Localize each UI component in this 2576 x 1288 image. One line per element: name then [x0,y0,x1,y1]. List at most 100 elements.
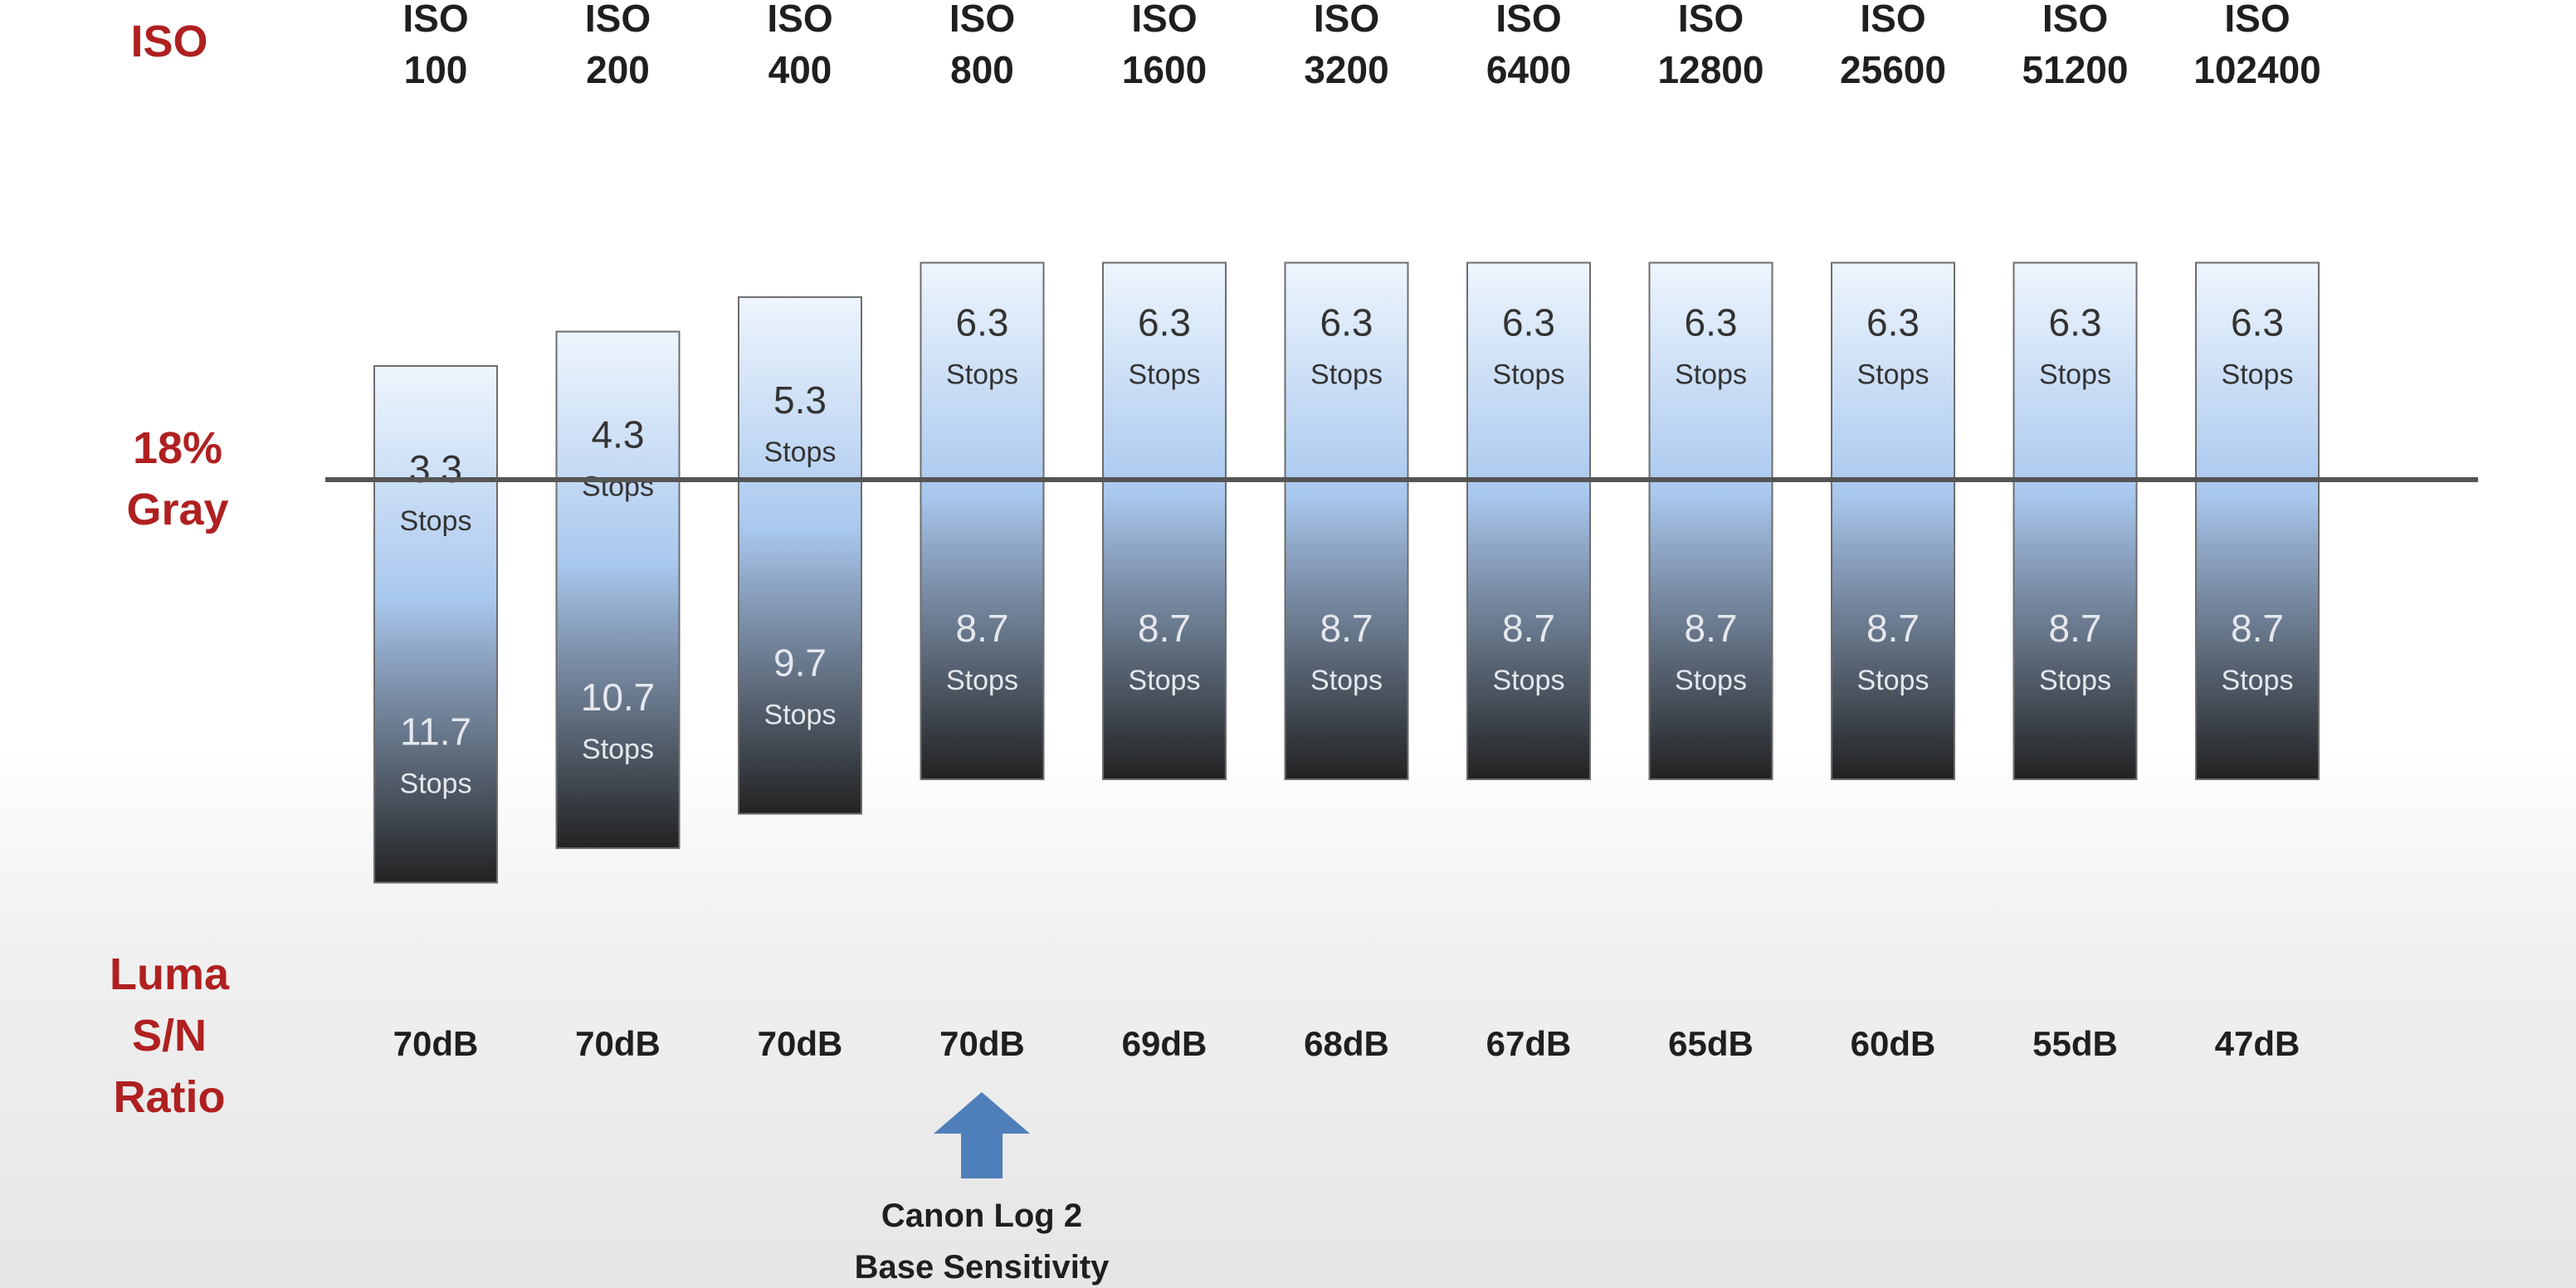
bar-iso-800 [920,261,1045,781]
stops-below-gray-value: 8.7 [956,607,1009,650]
stops-above-gray-value: 6.3 [1685,301,1738,344]
iso-header-value: 12800 [1658,48,1764,91]
iso-header-prefix: ISO [585,0,651,40]
stops-below-gray-value: 8.7 [1685,607,1738,650]
iso-header-prefix: ISO [1678,0,1744,40]
iso-header-value: 200 [586,48,650,91]
stops-below-gray-unit: Stops [2222,665,2294,696]
bar-iso-100 [373,365,498,884]
stops-below-gray-value: 8.7 [1866,607,1920,650]
stops-below-gray-value: 8.7 [1138,607,1191,650]
bar-iso-400 [738,296,862,815]
iso-header-prefix: ISO [402,0,468,40]
snr-value: 65dB [1668,1024,1754,1063]
stops-above-gray-unit: Stops [1493,359,1565,391]
bar-iso-3200 [1284,261,1409,781]
bar-iso-25600 [1831,261,1955,781]
iso-header-value: 102400 [2193,48,2321,91]
stops-below-gray-unit: Stops [1310,665,1383,696]
stops-above-gray-unit: Stops [582,471,654,503]
snr-label-line1: Luma [110,949,230,999]
stops-above-gray-value: 6.3 [1502,301,1555,344]
stops-above-gray-value: 6.3 [2231,301,2284,344]
stops-above-gray-unit: Stops [1857,359,1930,391]
snr-label-line3: Ratio [114,1072,226,1122]
iso-header-prefix: ISO [949,0,1015,40]
snr-value: 70dB [393,1024,479,1063]
stops-above-gray-unit: Stops [1129,359,1201,391]
bars-group: ISO 100 3.3 Stops 11.7 Stops 70dB ISO 200 4.3 Stop… [373,0,2321,1063]
bar-iso-200 [555,330,681,850]
up-arrow-icon [934,1092,1030,1178]
stops-above-gray-value: 6.3 [1320,301,1373,344]
stops-above-gray-unit: Stops [1675,359,1747,391]
stops-below-gray-value: 10.7 [581,676,656,719]
snr-value: 70dB [758,1024,843,1063]
annotation-group: Canon Log 2 Base Sensitivity [855,1092,1110,1286]
stops-above-gray-value: 3.3 [409,447,462,490]
iso-header-prefix: ISO [767,0,832,40]
stops-below-gray-value: 11.7 [400,710,471,754]
stops-below-gray-unit: Stops [1675,665,1747,696]
snr-value: 69dB [1122,1024,1208,1063]
stops-below-gray-unit: Stops [946,665,1018,696]
snr-value: 47dB [2215,1024,2300,1063]
iso-header-value: 3200 [1304,48,1388,91]
stops-above-gray-unit: Stops [2039,359,2111,391]
iso-header-prefix: ISO [1860,0,1925,40]
stops-below-gray-unit: Stops [2039,665,2111,696]
bar-iso-102400 [2195,261,2320,781]
snr-value: 55dB [2032,1024,2118,1063]
stops-above-gray-value: 4.3 [592,413,645,456]
iso-header-value: 800 [950,48,1014,91]
annotation-line2: Base Sensitivity [855,1249,1110,1286]
stops-below-gray-value: 9.7 [773,642,827,685]
snr-value: 70dB [575,1024,661,1063]
stops-below-gray-unit: Stops [764,700,837,731]
stops-above-gray-value: 6.3 [2049,301,2102,344]
stops-below-gray-value: 8.7 [2231,607,2284,650]
bar-iso-6400 [1466,261,1591,781]
iso-header-value: 400 [768,48,832,91]
annotation-line1: Canon Log 2 [881,1198,1082,1234]
stops-below-gray-unit: Stops [1493,665,1565,696]
stops-above-gray-unit: Stops [946,359,1018,391]
snr-value: 70dB [939,1024,1025,1063]
iso-row-label: ISO [130,17,207,66]
bar-iso-1600 [1102,261,1227,781]
stops-above-gray-value: 5.3 [773,378,827,422]
stops-above-gray-value: 6.3 [1138,301,1191,344]
iso-header-value: 51200 [2022,48,2129,91]
snr-value: 67dB [1486,1024,1572,1063]
iso-header-value: 6400 [1486,48,1571,91]
iso-header-prefix: ISO [1495,0,1561,40]
bar-iso-12800 [1648,261,1773,781]
iso-header-value: 1600 [1122,48,1207,91]
iso-header-value: 100 [404,48,468,91]
stops-below-gray-unit: Stops [582,734,654,765]
stops-above-gray-unit: Stops [2222,359,2294,391]
snr-value: 68dB [1304,1024,1389,1063]
iso-header-prefix: ISO [2042,0,2108,40]
iso-header-value: 25600 [1840,48,1946,91]
bar-iso-51200 [2013,261,2138,781]
stops-above-gray-unit: Stops [1310,359,1383,391]
stops-below-gray-value: 8.7 [1502,607,1555,650]
gray-label-line2: Gray [126,485,228,534]
gray-label-line1: 18% [133,423,222,473]
stops-below-gray-value: 8.7 [1320,607,1373,650]
snr-label-line2: S/N [132,1011,207,1061]
stops-below-gray-unit: Stops [1857,665,1930,696]
stops-above-gray-unit: Stops [764,437,837,468]
iso-header-prefix: ISO [1314,0,1379,40]
stops-below-gray-value: 8.7 [2049,607,2102,650]
stops-below-gray-unit: Stops [400,768,472,800]
iso-header-prefix: ISO [1131,0,1197,40]
stops-above-gray-value: 6.3 [1866,301,1920,344]
stops-above-gray-unit: Stops [400,505,472,537]
snr-value: 60dB [1851,1024,1936,1063]
stops-below-gray-unit: Stops [1129,665,1201,696]
iso-header-prefix: ISO [2224,0,2290,40]
